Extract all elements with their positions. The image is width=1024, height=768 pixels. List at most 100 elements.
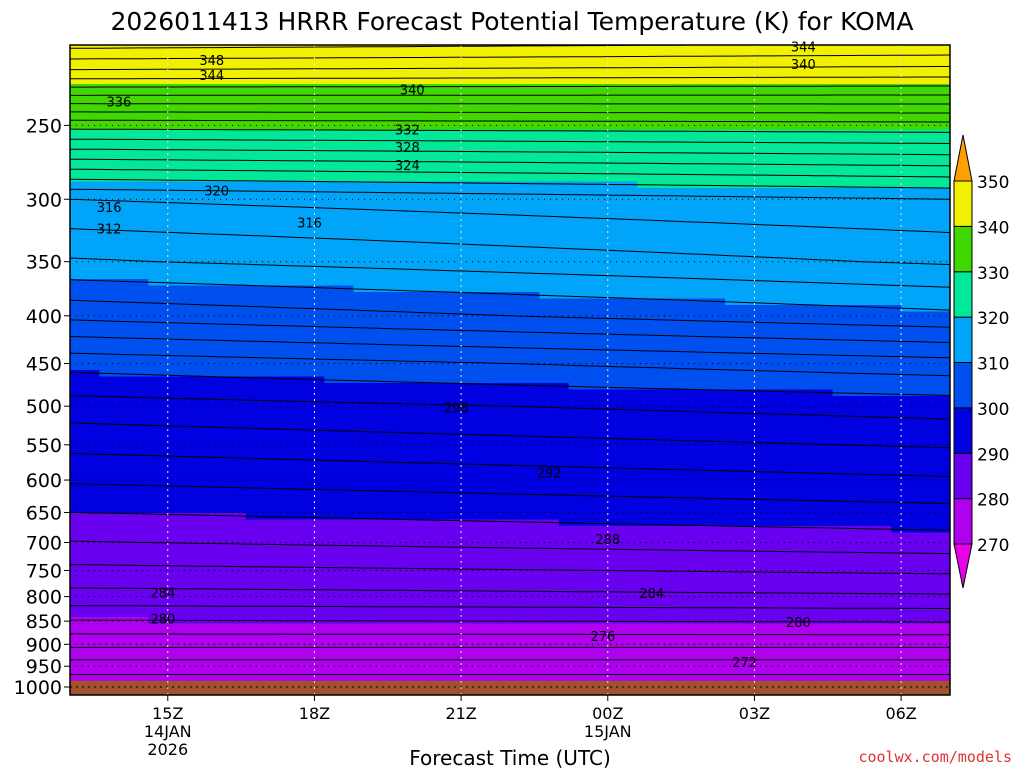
isentrope-326	[70, 148, 950, 156]
contour-label-text: 272	[732, 656, 757, 671]
isentrope-282	[70, 605, 950, 609]
x-tick-label: 18Z	[299, 704, 330, 723]
contour-label-text: 340	[791, 58, 816, 73]
y-tick-label: 300	[26, 189, 62, 211]
contour-label-text: 284	[639, 587, 664, 602]
isentrope-278	[70, 633, 950, 636]
colorbar-label: 300	[977, 400, 1009, 420]
x-tick-label: 15Z	[152, 704, 183, 723]
contour-label-text: 280	[786, 616, 811, 631]
x-tick-date: 14JAN	[144, 722, 192, 741]
y-tick-label: 400	[26, 306, 62, 328]
contour-label: 316	[97, 201, 122, 216]
contour-label: 344	[199, 69, 224, 84]
isentrope-310	[70, 279, 950, 311]
isentrope-324	[70, 158, 950, 167]
contour-label-text: 336	[106, 96, 131, 111]
isentrope-342	[70, 76, 950, 80]
ground-surface	[70, 680, 950, 695]
colorbar-segment	[953, 316, 973, 363]
y-tick-label: 950	[26, 656, 62, 678]
isentrope-340	[70, 85, 950, 88]
contour-label: 320	[204, 185, 229, 200]
isentrope-306	[70, 319, 950, 343]
y-tick-label: 550	[26, 435, 62, 457]
contour-label: 340	[400, 83, 425, 98]
colorbar-segment	[953, 362, 973, 409]
contour-label-text: 344	[791, 40, 816, 55]
contour-label-text: 324	[395, 159, 420, 174]
isentrope-332	[70, 119, 950, 123]
x-tick-year: 2026	[147, 740, 188, 759]
x-tick-label: 03Z	[739, 704, 770, 723]
contour-label: 280	[150, 612, 175, 627]
contour-label-text: 320	[204, 185, 229, 200]
contour-label-text: 292	[537, 467, 562, 482]
y-tick-label: 350	[26, 252, 62, 274]
colorbar-label: 350	[977, 173, 1009, 193]
contour-label: 276	[590, 630, 615, 645]
colorbar-top-triangle	[953, 134, 973, 182]
y-tick-label: 650	[26, 502, 62, 524]
isentrope-300	[70, 371, 950, 396]
contour-label-text: 316	[97, 201, 122, 216]
colorbar: 270 280 290 300 310 320 330 340 350	[953, 134, 1009, 589]
isentrope-314	[70, 228, 950, 265]
colorbar-segment	[953, 180, 973, 227]
contour-label-text: 340	[400, 83, 425, 98]
contour-label: 336	[106, 96, 131, 111]
isentrope-308	[70, 299, 950, 328]
y-tick-label: 700	[26, 532, 62, 554]
colorbar-segment	[953, 407, 973, 454]
isentrope-294	[70, 452, 950, 477]
contour-label-text: 298	[444, 401, 469, 416]
isentrope-280	[70, 619, 950, 623]
y-tick-label: 250	[26, 115, 62, 137]
plot-frame	[69, 44, 951, 696]
isentropes	[70, 45, 950, 692]
colorbar-bottom-triangle	[953, 543, 973, 589]
x-tick-label: 06Z	[885, 704, 916, 723]
isentrope-344	[70, 66, 950, 71]
isentrope-298	[70, 395, 950, 420]
y-tick-label: 900	[26, 634, 62, 656]
y-tick-label: 600	[26, 470, 62, 492]
contour-label-text: 328	[395, 141, 420, 156]
contour-label: 292	[537, 467, 562, 482]
isentrope-284	[70, 587, 950, 595]
contour-label: 316	[297, 216, 322, 231]
contour-label: 348	[199, 54, 224, 69]
colorbar-segment	[953, 271, 973, 318]
colorbar-segment	[953, 452, 973, 500]
chart-title: 2026011413 HRRR Forecast Potential Tempe…	[111, 7, 914, 36]
contour-label-text: 288	[595, 533, 620, 548]
y-tick-label: 500	[26, 396, 62, 418]
contour-label-text: 276	[590, 630, 615, 645]
colorbar-label: 320	[977, 309, 1009, 329]
contour-label: 280	[786, 616, 811, 631]
y-tick-label: 1000	[14, 677, 62, 699]
isentrope-320	[70, 178, 950, 189]
y-tick-label: 800	[26, 587, 62, 609]
contour-label: 284	[150, 587, 175, 602]
contour-label-text: 280	[150, 612, 175, 627]
contour-labels: 3483443443403403363323283243203163163122…	[97, 40, 816, 670]
y-axis: 2503003504004505005506006507007508008509…	[14, 115, 70, 699]
isentrope-316	[70, 198, 950, 234]
isentrope-346	[70, 54, 950, 60]
contour-label: 344	[791, 40, 816, 55]
contour-label: 288	[595, 533, 620, 548]
y-tick-label: 450	[26, 354, 62, 376]
x-tick-label: 00Z	[592, 704, 623, 723]
colorbar-segment	[953, 225, 973, 273]
contour-label: 312	[97, 223, 122, 238]
contour-label-text: 284	[150, 587, 175, 602]
contour-label: 340	[791, 58, 816, 73]
isentrope-334	[70, 111, 950, 114]
x-axis-label: Forecast Time (UTC)	[409, 746, 611, 768]
contour-label: 272	[732, 656, 757, 671]
contour-label: 328	[395, 141, 420, 156]
isentrope-286	[70, 564, 950, 575]
